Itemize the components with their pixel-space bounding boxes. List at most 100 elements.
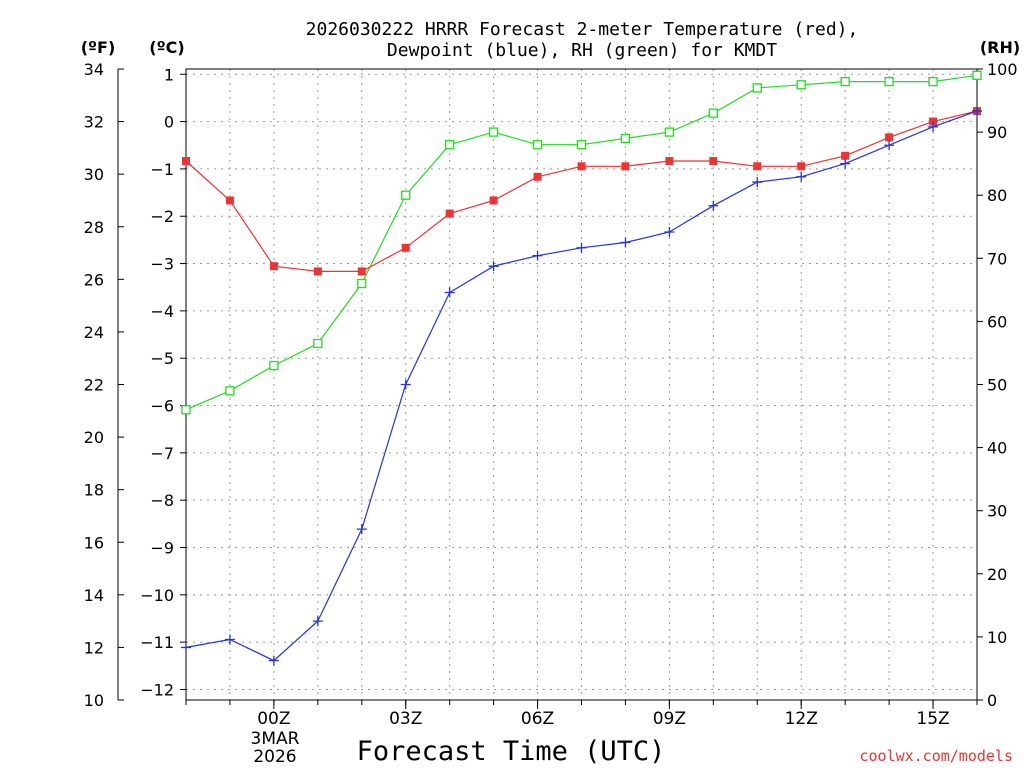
celsius-tick-label: −2 — [150, 207, 174, 226]
celsius-tick-label: −4 — [150, 302, 174, 321]
rh-point — [664, 127, 675, 137]
rh-tick-label: 80 — [987, 186, 1007, 205]
rh-tick-label: 30 — [987, 502, 1007, 521]
rh-tick-label: 0 — [987, 691, 997, 710]
series-rh — [181, 70, 982, 415]
rh-tick-label: 40 — [987, 439, 1007, 458]
temperature-point — [225, 196, 234, 205]
temperature-point — [929, 117, 938, 126]
temperature-point — [182, 157, 190, 166]
temperature-point — [665, 157, 674, 166]
fahrenheit-axis: 10 12 14 16 18 20 22 24 26 28 30 32 34 — [84, 60, 124, 710]
dewpoint-point — [620, 237, 631, 248]
date-label-month: 3MAR — [251, 729, 300, 749]
gridlines — [186, 69, 977, 700]
rh-point — [620, 133, 631, 144]
dewpoint-point — [972, 106, 982, 117]
x-tick-label: 09Z — [653, 709, 686, 729]
rh-tick-label: 50 — [987, 376, 1007, 395]
temperature-point — [533, 172, 542, 181]
x-tick-label: 15Z — [916, 709, 949, 729]
dewpoint-point — [752, 177, 763, 188]
rh-tick-label: 60 — [987, 312, 1007, 331]
temperature-point — [885, 133, 894, 142]
dewpoint-point — [356, 524, 367, 535]
temperature-point — [709, 157, 718, 166]
x-tick-label: 03Z — [389, 709, 422, 729]
x-axis: 00Z 03Z 06Z 09Z 12Z 15Z — [185, 700, 978, 729]
rh-point — [884, 76, 894, 87]
fahrenheit-tick-label: 20 — [84, 428, 104, 447]
temperature-point — [577, 162, 586, 171]
dewpoint-point — [224, 634, 235, 645]
celsius-tick-label: −5 — [150, 349, 174, 368]
date-label-year: 2026 — [253, 747, 296, 767]
celsius-tick-label: −9 — [150, 539, 174, 558]
rh-point — [708, 108, 718, 118]
celsius-tick-label: −8 — [150, 491, 174, 510]
dewpoint-point — [576, 242, 587, 253]
title-line-2: Dewpoint (blue), RH (green) for KMDT — [387, 40, 777, 61]
fahrenheit-tick-label: 30 — [84, 165, 104, 184]
dewpoint-point — [268, 655, 279, 666]
dewpoint-point — [312, 616, 323, 627]
temperature-point — [489, 196, 498, 205]
temperature-point — [445, 209, 454, 218]
celsius-unit-label: (ºC) — [149, 38, 184, 57]
celsius-tick-label: 0 — [164, 113, 174, 132]
celsius-tick-label: 1 — [164, 65, 174, 84]
fahrenheit-tick-label: 32 — [84, 113, 104, 132]
celsius-tick-label: −10 — [140, 586, 174, 605]
temperature-point — [621, 162, 630, 171]
rh-point — [313, 338, 323, 349]
rh-unit-label: (RH) — [980, 38, 1020, 57]
fahrenheit-unit-label: (ºF) — [81, 38, 116, 57]
fahrenheit-tick-label: 24 — [84, 323, 104, 342]
dewpoint-point — [928, 121, 939, 132]
rh-tick-label: 100 — [987, 60, 1018, 79]
temperature-point — [313, 267, 322, 276]
dewpoint-point — [181, 642, 191, 653]
rh-point — [488, 127, 499, 137]
x-axis-title: Forecast Time (UTC) — [357, 736, 666, 767]
rh-tick-label: 90 — [987, 123, 1007, 142]
rh-tick-label: 20 — [987, 565, 1007, 584]
rh-point — [269, 360, 279, 371]
fahrenheit-tick-label: 12 — [84, 638, 104, 657]
temperature-point — [841, 151, 850, 160]
dewpoint-point — [532, 250, 543, 261]
celsius-tick-label: −11 — [140, 633, 174, 652]
rh-point — [445, 140, 455, 150]
series-dewpoint — [181, 106, 982, 666]
rh-tick-label: 10 — [987, 628, 1007, 647]
dewpoint-point — [400, 379, 411, 390]
rh-point — [357, 278, 367, 289]
temperature-point — [753, 162, 762, 171]
fahrenheit-tick-label: 28 — [84, 218, 104, 237]
watermark: coolwx.com/models — [859, 747, 1013, 765]
rh-point — [225, 386, 235, 396]
dewpoint-point — [840, 158, 851, 169]
dewpoint-point — [664, 227, 675, 238]
celsius-tick-label: −3 — [150, 255, 174, 274]
title-line-1: 2026030222 HRRR Forecast 2-meter Tempera… — [306, 19, 859, 40]
temperature-point — [357, 267, 366, 276]
rh-point — [840, 76, 850, 87]
rh-point — [181, 405, 191, 415]
rh-point — [401, 190, 411, 200]
fahrenheit-tick-label: 26 — [84, 270, 104, 289]
dewpoint-point — [884, 140, 895, 151]
fahrenheit-tick-label: 18 — [84, 481, 104, 500]
dewpoint-point — [708, 200, 719, 211]
fahrenheit-tick-label: 16 — [84, 533, 104, 552]
rh-point — [752, 83, 762, 93]
fahrenheit-tick-label: 22 — [84, 376, 104, 395]
rh-point — [576, 140, 587, 150]
celsius-tick-label: −6 — [150, 397, 174, 416]
celsius-tick-label: −1 — [150, 160, 174, 179]
rh-point — [972, 70, 982, 80]
temperature-point — [797, 162, 806, 171]
fahrenheit-tick-label: 14 — [84, 586, 104, 605]
x-tick-label: 00Z — [257, 709, 290, 729]
